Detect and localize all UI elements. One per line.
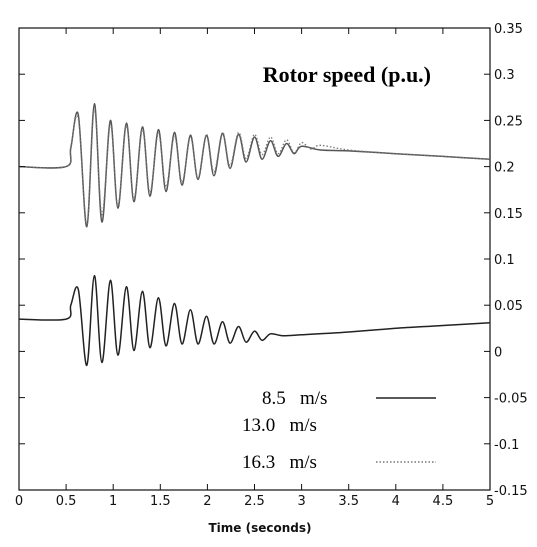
y-tick-label: -0.15 xyxy=(494,484,528,499)
y-tick-label: -0.1 xyxy=(494,438,519,453)
x-tick-label: 0 xyxy=(15,494,23,509)
tick-group: 0 0.5 1 1.5 2 2.5 3 3.5 4 4.5 5-0.15 -0.1 -0.05 0 0.05… xyxy=(15,22,528,509)
x-tick-label: 1 xyxy=(109,494,117,509)
x-axis-label: Time (seconds) xyxy=(208,521,311,535)
x-tick-label: 2.5 xyxy=(244,494,265,509)
y-tick-label: 0.2 xyxy=(494,161,515,176)
x-tick-label: 4 xyxy=(392,494,400,509)
x-tick-label: 2 xyxy=(203,494,211,509)
y-tick-label: 0.35 xyxy=(494,22,523,37)
series-group xyxy=(18,103,491,367)
y-tick-label: 0.1 xyxy=(494,253,515,268)
x-tick-label: 4.5 xyxy=(433,494,454,509)
x-tick-label: 5 xyxy=(486,494,494,509)
legend-label-8-5: 8.5 m/s xyxy=(262,388,327,409)
legend-label-16-3: 16.3 m/s xyxy=(242,452,317,473)
series-line-1 xyxy=(18,103,491,228)
x-tick-label: 3.5 xyxy=(338,494,359,509)
x-tick-label: 3 xyxy=(297,494,305,509)
x-tick-label: 1.5 xyxy=(150,494,171,509)
series-line-0 xyxy=(18,274,491,367)
x-tick-label: 0.5 xyxy=(56,494,77,509)
y-tick-label: 0 xyxy=(494,345,502,360)
y-tick-label: 0.15 xyxy=(494,207,523,222)
y-tick-label: 0.25 xyxy=(494,114,523,129)
legend-label-13-0: 13.0 m/s xyxy=(242,415,317,436)
y-tick-label: -0.05 xyxy=(494,392,528,407)
series-line-2 xyxy=(18,108,491,225)
legend: 8.5 m/s 13.0 m/s 16.3 m/s xyxy=(242,388,436,473)
chart-title: Rotor speed (p.u.) xyxy=(263,62,431,87)
y-tick-label: 0.3 xyxy=(494,68,515,83)
y-tick-label: 0.05 xyxy=(494,299,523,314)
